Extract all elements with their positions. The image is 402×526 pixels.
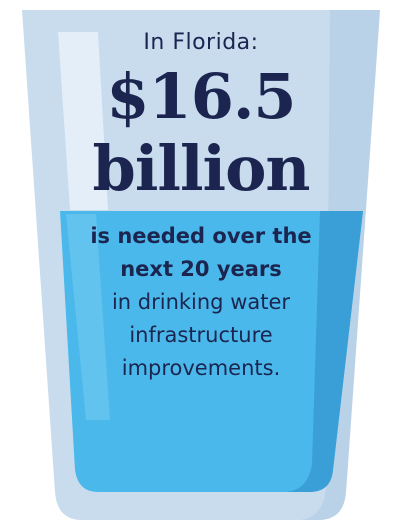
water-reflection bbox=[66, 214, 110, 420]
intro-text: In Florida: bbox=[143, 30, 259, 55]
body-line-5: improvements. bbox=[121, 356, 281, 380]
water-shade bbox=[286, 211, 363, 492]
water-fill bbox=[60, 211, 363, 492]
body-line-3: in drinking water bbox=[111, 290, 291, 314]
body-line-4: infrastructure bbox=[129, 323, 273, 347]
body-line-1: is needed over the bbox=[90, 224, 312, 248]
amount-value: $16.5 bbox=[106, 60, 296, 133]
glass-highlight bbox=[58, 32, 108, 210]
amount-unit: billion bbox=[92, 132, 311, 205]
body-line-2: next 20 years bbox=[120, 257, 282, 281]
